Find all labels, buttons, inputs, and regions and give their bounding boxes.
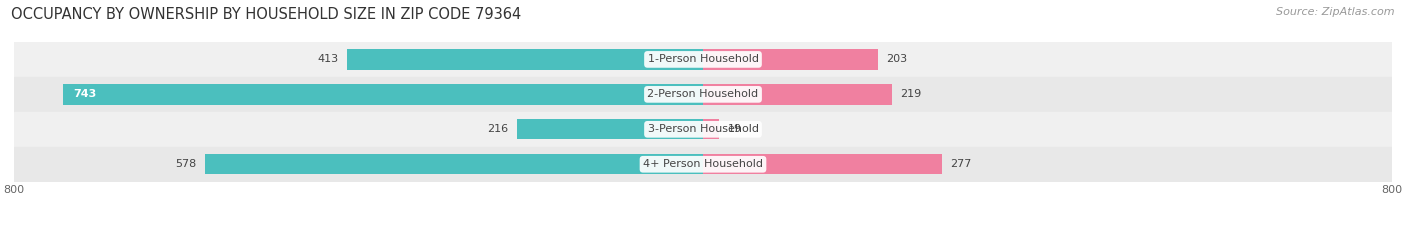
Text: 19: 19 — [728, 124, 742, 134]
Text: 216: 216 — [488, 124, 509, 134]
Bar — [14, 112, 1392, 147]
Text: 1-Person Household: 1-Person Household — [648, 55, 758, 64]
Text: 578: 578 — [176, 159, 197, 169]
Bar — [205, 154, 703, 174]
Bar — [63, 84, 703, 105]
Bar — [347, 49, 703, 69]
Bar — [14, 42, 1392, 77]
Text: 3-Person Household: 3-Person Household — [648, 124, 758, 134]
Bar — [517, 119, 703, 139]
Bar — [14, 147, 1392, 182]
Bar — [703, 154, 942, 174]
Text: 219: 219 — [900, 89, 921, 99]
Text: 203: 203 — [886, 55, 907, 64]
Bar — [14, 77, 1392, 112]
Text: 277: 277 — [950, 159, 972, 169]
Bar — [703, 119, 720, 139]
Text: 4+ Person Household: 4+ Person Household — [643, 159, 763, 169]
Text: OCCUPANCY BY OWNERSHIP BY HOUSEHOLD SIZE IN ZIP CODE 79364: OCCUPANCY BY OWNERSHIP BY HOUSEHOLD SIZE… — [11, 7, 522, 22]
Text: 2-Person Household: 2-Person Household — [647, 89, 759, 99]
Text: Source: ZipAtlas.com: Source: ZipAtlas.com — [1277, 7, 1395, 17]
Text: 413: 413 — [318, 55, 339, 64]
Bar — [703, 49, 877, 69]
Bar — [703, 84, 891, 105]
Text: 743: 743 — [73, 89, 97, 99]
